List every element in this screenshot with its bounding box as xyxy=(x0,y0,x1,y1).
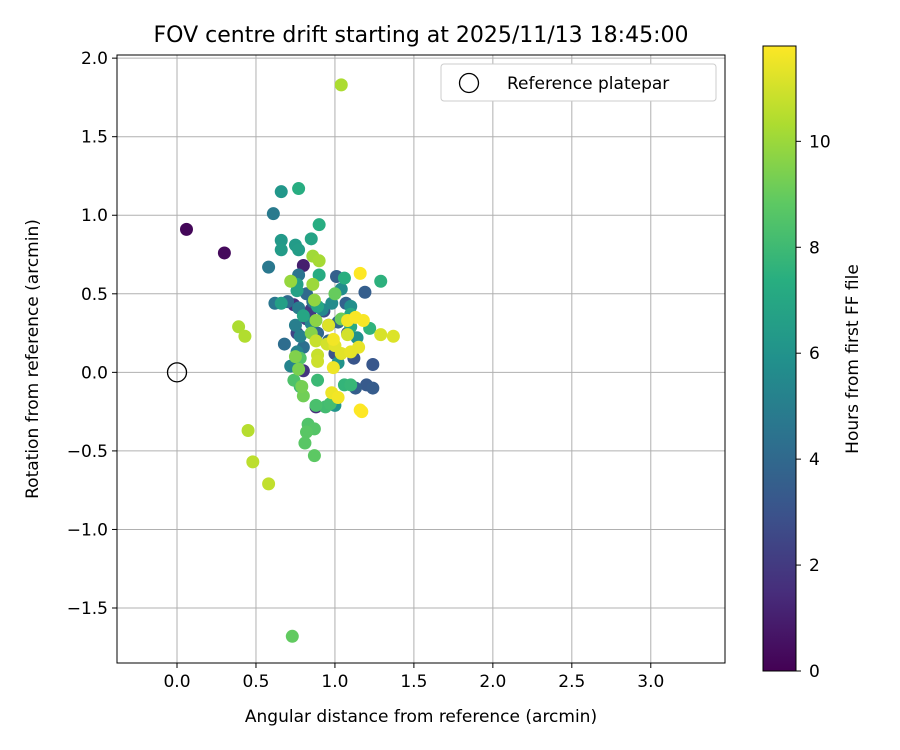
scatter-point xyxy=(326,361,340,375)
scatter-point xyxy=(232,320,246,334)
scatter-point xyxy=(328,287,342,301)
scatter-point xyxy=(300,425,314,439)
x-tick-label: 3.0 xyxy=(637,672,664,692)
scatter-point xyxy=(312,254,326,268)
scatter-point xyxy=(331,390,345,404)
scatter-point xyxy=(353,266,367,280)
scatter-point xyxy=(366,381,380,395)
scatter-point xyxy=(341,328,355,342)
scatter-point xyxy=(246,455,260,469)
colorbar-label: Hours from first FF file xyxy=(843,264,863,454)
scatter-point xyxy=(322,318,336,332)
scatter-point xyxy=(285,629,299,643)
x-tick-label: 1.5 xyxy=(400,672,427,692)
colorbar-tick-label: 10 xyxy=(809,132,831,152)
reference-marker-group xyxy=(166,362,188,383)
scatter-point xyxy=(274,296,288,310)
x-axis-label: Angular distance from reference (arcmin) xyxy=(245,707,597,727)
scatter-point xyxy=(295,379,309,393)
scatter-point xyxy=(277,337,291,351)
x-tick-label: 1.0 xyxy=(321,672,348,692)
scatter-point xyxy=(262,477,276,491)
y-tick-label: 1.0 xyxy=(81,206,108,226)
scatter-point xyxy=(358,285,372,299)
scatter-point xyxy=(274,233,288,247)
x-tick-label: 2.0 xyxy=(479,672,506,692)
scatter-point xyxy=(374,328,388,342)
scatter-point xyxy=(311,373,325,387)
colorbar-tick-label: 6 xyxy=(809,344,820,364)
scatter-point xyxy=(309,398,323,412)
scatter-point xyxy=(337,271,351,285)
scatter-point xyxy=(298,436,312,450)
x-tick-label: 0.5 xyxy=(242,672,269,692)
scatter-point xyxy=(288,318,302,332)
colorbar-tick-label: 8 xyxy=(809,238,820,258)
y-tick-label: −1.0 xyxy=(67,520,108,540)
scatter-point xyxy=(374,274,388,288)
scatter-point xyxy=(356,314,370,328)
colorbar-gradient xyxy=(762,45,797,672)
scatter-point xyxy=(309,314,323,328)
scatter-point xyxy=(296,309,310,323)
y-tick-label: 0.5 xyxy=(81,285,108,305)
scatter-point xyxy=(288,350,302,364)
scatter-point xyxy=(292,243,306,257)
scatter-point xyxy=(274,185,288,199)
scatter-point xyxy=(241,423,255,437)
chart-title: FOV centre drift starting at 2025/11/13 … xyxy=(154,23,689,48)
legend-marker xyxy=(458,72,480,94)
scatter-point xyxy=(266,207,280,221)
data-points xyxy=(179,78,400,643)
x-tick-label: 2.5 xyxy=(558,672,585,692)
x-tick-label: 0.0 xyxy=(163,672,190,692)
scatter-point xyxy=(312,218,326,232)
scatter-point xyxy=(274,243,288,257)
grid xyxy=(117,55,725,663)
scatter-point xyxy=(290,284,304,298)
y-tick-label: 1.5 xyxy=(81,128,108,148)
y-tick-label: −0.5 xyxy=(67,442,108,462)
x-axis: 0.0 0.5 1.0 1.5 2.0 2.5 3.0 xyxy=(163,663,664,692)
reference-marker xyxy=(166,362,188,383)
scatter-point xyxy=(292,182,306,196)
scatter-point xyxy=(284,274,298,288)
scatter-point xyxy=(352,340,366,354)
y-axis: −1.5 −1.0 −0.5 0.0 0.5 1.0 1.5 2.0 xyxy=(67,49,117,619)
scatter-point xyxy=(238,329,252,343)
y-axis-label: Rotation from reference (arcmin) xyxy=(23,219,43,499)
colorbar-ticks: 0 2 4 6 8 10 xyxy=(796,132,831,682)
scatter-point xyxy=(355,405,369,419)
legend-box xyxy=(440,63,717,102)
scatter-point xyxy=(307,293,321,307)
scatter-point xyxy=(334,78,348,92)
colorbar-tick-label: 4 xyxy=(809,450,820,470)
scatter-point xyxy=(344,378,358,392)
legend: Reference platepar xyxy=(440,63,717,102)
colorbar-tick-label: 2 xyxy=(809,556,820,576)
legend-label: Reference platepar xyxy=(507,74,669,94)
scatter-point xyxy=(307,449,321,463)
colorbar: 0 2 4 6 8 10 Hours from first FF file xyxy=(762,45,863,682)
scatter-point xyxy=(306,277,320,291)
colorbar-tick-label: 0 xyxy=(809,662,820,682)
y-tick-label: 2.0 xyxy=(81,49,108,69)
scatter-point xyxy=(304,232,318,246)
scatter-point xyxy=(312,268,326,282)
scatter-point xyxy=(292,362,306,376)
plot-frame xyxy=(116,54,726,664)
scatter-point xyxy=(366,357,380,371)
scatter-point xyxy=(311,354,325,368)
y-tick-label: 0.0 xyxy=(81,363,108,383)
scatter-point xyxy=(386,329,400,343)
scatter-point xyxy=(262,260,276,274)
scatter-point xyxy=(179,222,193,236)
y-tick-label: −1.5 xyxy=(67,599,108,619)
scatter-point xyxy=(217,246,231,260)
scatter-point xyxy=(326,332,340,346)
scatter-point xyxy=(309,334,323,348)
scatter-point xyxy=(293,329,307,343)
